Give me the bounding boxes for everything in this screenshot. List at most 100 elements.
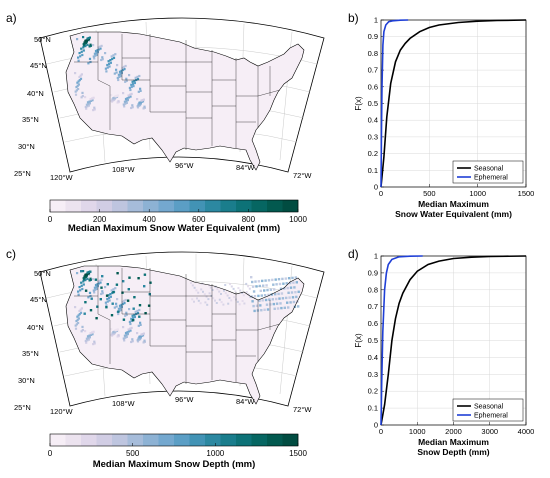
snow-cell <box>85 341 88 344</box>
snow-cell <box>79 74 82 77</box>
snow-cell <box>88 45 91 48</box>
snow-cell <box>139 102 142 105</box>
snow-cell <box>283 306 286 309</box>
snow-cell <box>75 320 78 323</box>
snow-cell <box>123 339 126 342</box>
snow-cell <box>147 304 151 307</box>
us-outline <box>65 265 305 405</box>
snow-cell <box>224 284 227 286</box>
snow-cell <box>88 102 91 105</box>
snow-cell <box>248 287 251 290</box>
panel-label-b: b) <box>348 11 359 25</box>
snow-cell <box>130 326 133 329</box>
snow-cell <box>123 334 126 337</box>
snow-cell <box>112 331 115 334</box>
snow-cell <box>271 278 274 282</box>
snow-cell <box>75 89 78 92</box>
snow-cell <box>84 339 87 343</box>
snow-cell <box>92 44 95 47</box>
snow-cell <box>131 340 134 343</box>
snow-cell <box>266 288 269 292</box>
snow-cell <box>210 294 213 297</box>
snow-cell <box>80 270 83 273</box>
snow-cell <box>125 311 128 314</box>
y-tick-label: 0.4 <box>368 116 378 125</box>
snow-cell <box>258 299 261 302</box>
series-line-ephemeral <box>380 255 423 426</box>
snow-cell <box>88 336 91 339</box>
snow-cell <box>212 297 215 300</box>
snow-cell <box>208 292 211 295</box>
y-tick-label: 0.3 <box>368 132 378 141</box>
snow-cell <box>252 304 255 308</box>
snow-cell <box>130 85 133 89</box>
snow-cell <box>132 85 135 88</box>
snow-cell <box>84 39 87 42</box>
snow-cell <box>104 67 107 70</box>
snow-cell <box>139 336 142 339</box>
snow-cell <box>87 336 90 340</box>
snow-cell <box>142 341 145 344</box>
snow-cell <box>116 272 119 275</box>
snow-cell <box>265 303 269 306</box>
colorbar-frame <box>49 199 299 213</box>
snow-cell <box>74 327 78 330</box>
snow-cell <box>125 99 128 102</box>
y-tick-label: 0.7 <box>368 66 378 75</box>
snow-cell <box>125 335 128 338</box>
snow-cell <box>125 79 128 82</box>
snow-cell <box>97 282 101 285</box>
snow-cell <box>88 291 92 294</box>
x-axis-label: Snow Depth (mm) <box>417 447 489 457</box>
snow-cell <box>122 337 125 340</box>
snow-cell <box>136 339 139 342</box>
snow-cell <box>94 278 98 281</box>
snow-cell <box>108 62 111 65</box>
snow-cell <box>86 272 89 275</box>
y-tick-label: 0.1 <box>368 404 378 413</box>
snow-cell <box>205 295 208 298</box>
snow-cell <box>129 95 132 98</box>
snow-cell <box>141 99 144 102</box>
snow-cell <box>131 106 134 109</box>
snow-cell <box>80 307 83 310</box>
colorbar-segment <box>143 434 159 446</box>
snow-cell <box>100 292 103 296</box>
snow-cell <box>251 300 254 303</box>
snow-cell <box>118 70 122 73</box>
depth-colorbar-title: Median Maximum Snow Depth (mm) <box>93 459 256 470</box>
snow-cell <box>95 53 98 56</box>
snow-cell <box>87 62 90 65</box>
legend-entry: Ephemeral <box>474 413 508 420</box>
snow-cell <box>255 285 258 288</box>
snow-cell <box>143 105 146 108</box>
snow-cell <box>279 287 283 290</box>
snow-cell <box>280 306 283 310</box>
snow-cell <box>94 283 98 287</box>
snow-cell <box>241 300 244 302</box>
snow-cell <box>294 291 297 294</box>
snow-cell <box>275 297 278 301</box>
colorbar-segment <box>81 200 97 212</box>
snow-cell <box>74 90 77 93</box>
snow-cell <box>130 83 133 86</box>
y-tick-label: 0.8 <box>368 49 378 58</box>
snow-cell <box>223 289 225 292</box>
snow-cell <box>137 338 140 341</box>
y-tick-label: 0.5 <box>368 336 378 345</box>
swe-cdf-chart: 0 0.1 0.2 0.3 0.4 0.5 0.6 0.7 0.8 0.9 1 0 500 1000 150… <box>354 16 534 220</box>
snow-cell <box>106 297 109 301</box>
snow-cell <box>89 98 92 101</box>
lon-label: 108°W <box>112 165 136 174</box>
snow-cell <box>277 278 281 281</box>
snow-cell <box>80 50 83 53</box>
snow-cell <box>236 300 239 303</box>
snow-cell <box>117 312 120 316</box>
snow-cell <box>112 291 115 294</box>
snow-cell <box>141 100 145 103</box>
snow-cell <box>253 295 257 298</box>
snow-cell <box>113 72 116 75</box>
snow-cell <box>89 333 93 336</box>
snow-cell <box>131 338 134 341</box>
snow-cell <box>141 334 145 337</box>
